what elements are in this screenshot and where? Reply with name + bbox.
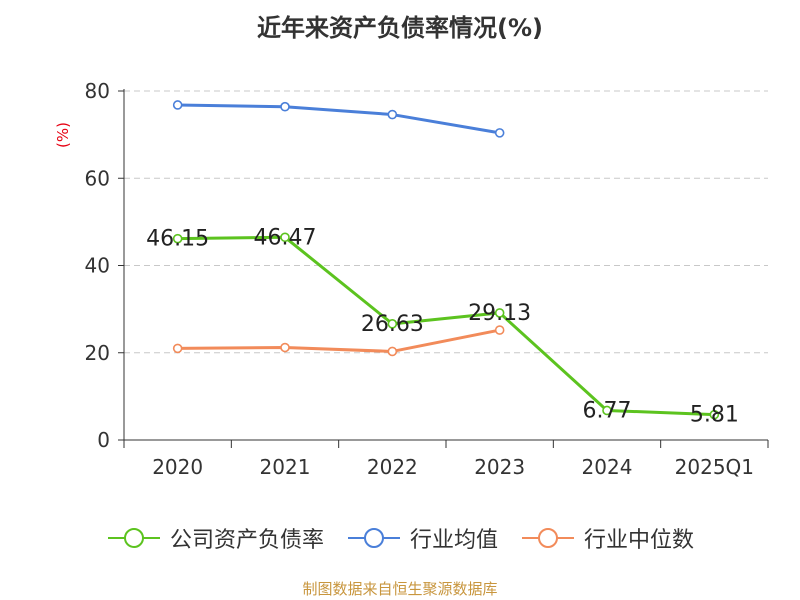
data-label: 6.77 [583, 398, 632, 423]
series-point-2 [280, 342, 290, 353]
series-line-1 [177, 103, 500, 135]
series-point-0 [494, 308, 505, 318]
data-label: 5.81 [690, 403, 739, 428]
x-tick-label: 2023 [474, 455, 525, 479]
x-tick-label: 2022 [367, 455, 418, 479]
data-label: 26.63 [361, 312, 424, 337]
legend-item-industry-median[interactable]: 行业中位数 [520, 522, 694, 554]
x-tick-label: 2020 [152, 455, 203, 479]
series-lines [172, 100, 720, 420]
series-point-0 [709, 409, 720, 420]
series-point-0 [602, 405, 612, 416]
data-source-note: 制图数据来自恒生聚源数据库 [302, 580, 498, 598]
data-label: 46.47 [254, 225, 317, 250]
series-point-2 [494, 325, 505, 335]
series-point-0 [280, 232, 290, 243]
series-point-2 [172, 343, 183, 354]
series-line-2 [177, 328, 500, 353]
series-point-0 [172, 233, 183, 244]
legend-item-company[interactable]: 公司资产负债率 [106, 522, 324, 554]
legend: 公司资产负债率 行业均值 行业中位数 [0, 520, 800, 556]
data-labels: 46.15 46.47 26.63 29.13 6.77 5.81 [146, 225, 739, 427]
legend-label-company: 公司资产负债率 [169, 528, 324, 553]
y-tick-label: 20 [85, 341, 110, 365]
y-tick-label: 40 [85, 254, 110, 278]
line-chart: 0 20 40 60 80 2020 2021 2022 2023 2024 2025Q1 46.1… [85, 79, 769, 479]
series-point-0 [387, 319, 398, 329]
series-point-1 [494, 128, 505, 138]
chart-title: 近年来资产负债率情况(%) [257, 14, 543, 42]
data-label: 46.15 [146, 227, 209, 252]
axes: 0 20 40 60 80 2020 2021 2022 2023 2024 2025Q1 [85, 79, 769, 479]
x-tick-label: 2021 [260, 455, 311, 479]
y-tick-label: 80 [85, 79, 110, 103]
series-point-1 [387, 109, 398, 120]
legend-line-marker-icon [107, 528, 160, 548]
series-point-2 [387, 346, 398, 357]
x-tick-label: 2025Q1 [675, 455, 754, 479]
x-tick-label: 2024 [582, 455, 633, 479]
series-line-0 [177, 235, 715, 417]
legend-line-marker-icon [522, 528, 574, 548]
y-tick-label: 60 [85, 166, 110, 190]
legend-label-industry-mean: 行业均值 [409, 528, 498, 553]
legend-label-industry-median: 行业中位数 [584, 528, 695, 553]
series-point-1 [280, 101, 290, 112]
legend-item-industry-mean[interactable]: 行业均值 [346, 522, 498, 554]
y-tick-label: 0 [97, 428, 110, 452]
data-label: 29.13 [468, 301, 531, 326]
legend-line-marker-icon [347, 528, 400, 548]
grid-lines [124, 90, 768, 354]
series-point-1 [172, 100, 183, 110]
